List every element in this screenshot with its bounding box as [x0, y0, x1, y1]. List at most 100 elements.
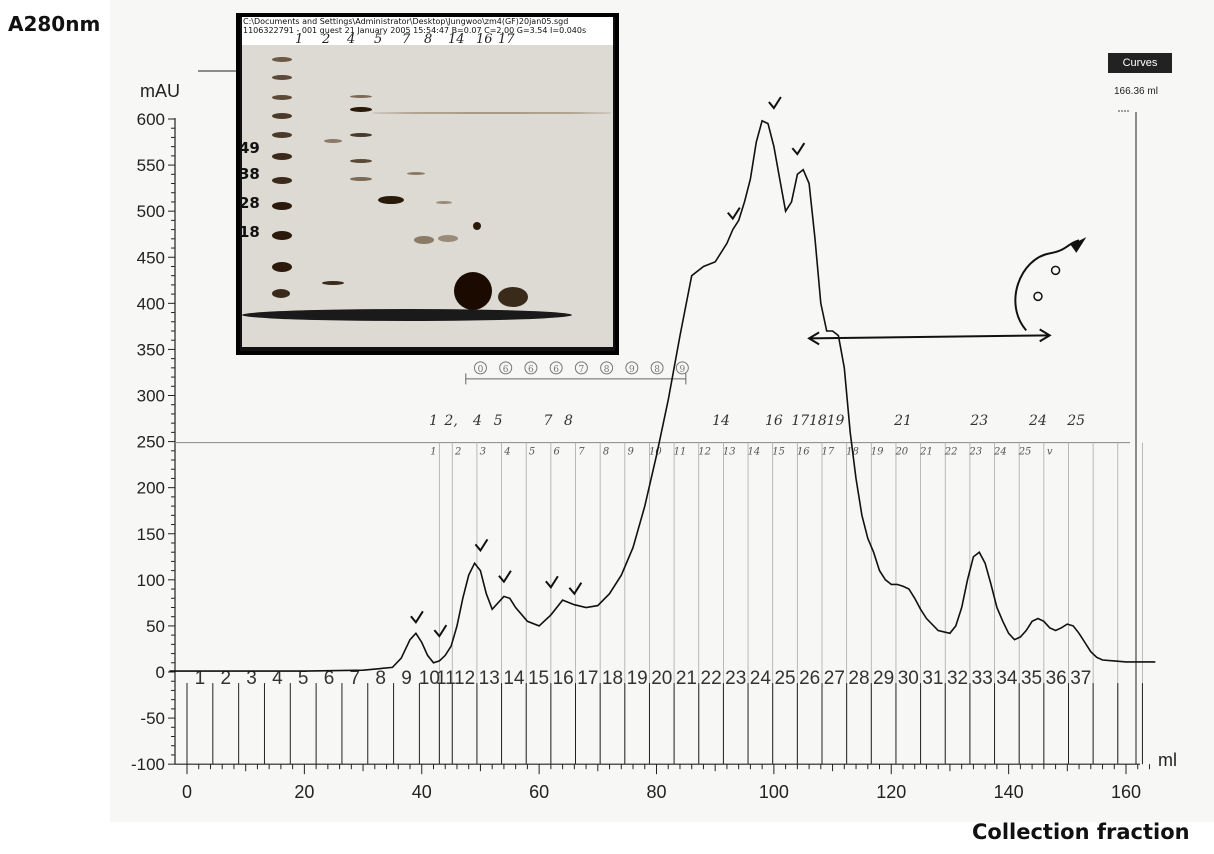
fraction-number: 23 — [725, 668, 746, 689]
checkmark — [498, 570, 512, 584]
fraction-number: 4 — [272, 668, 283, 689]
sub-fraction-label: 17 — [822, 446, 835, 457]
mw-marker-label: 49 — [242, 139, 260, 157]
gel-lane-label: 7 — [402, 32, 411, 47]
fraction-number: 27 — [824, 668, 845, 689]
circled-label: 9 — [679, 365, 685, 375]
sub-fraction-label: 9 — [627, 446, 634, 457]
circled-label: 9 — [629, 365, 635, 375]
gel-band — [322, 281, 344, 285]
curves-button[interactable]: Curves — [1108, 53, 1172, 73]
sub-fraction-label: 20 — [894, 446, 908, 457]
gel-band — [350, 133, 372, 137]
fraction-number: 35 — [1021, 668, 1042, 689]
handwritten-lane-label: 7 — [543, 413, 552, 429]
checkmark — [545, 575, 559, 589]
checkmark — [410, 610, 424, 624]
sub-fraction-label: 10 — [649, 446, 662, 457]
gel-band — [454, 272, 492, 310]
fraction-number: 13 — [479, 668, 500, 689]
gel-band — [272, 289, 290, 298]
gel-band — [272, 95, 292, 100]
fraction-number: 16 — [553, 668, 574, 689]
y-tick-label: 450 — [137, 248, 165, 267]
fraction-number: 26 — [799, 668, 820, 689]
sub-fraction-label: 13 — [723, 446, 736, 457]
outer-y-label: A280nm — [8, 12, 101, 36]
handwritten-lane-label: 5 — [494, 413, 503, 429]
y-tick-label: 0 — [156, 663, 165, 682]
checkmark — [474, 538, 489, 553]
circled-mark — [650, 361, 664, 375]
gel-band — [272, 153, 292, 160]
curves-value: 166.36 ml — [1114, 86, 1158, 97]
fraction-number: 32 — [947, 668, 968, 689]
handwritten-lane-label: 8 — [564, 413, 573, 429]
sub-fraction-label: 11 — [674, 446, 687, 457]
handwritten-lane-label: 16 — [765, 413, 783, 429]
y-tick-label: 350 — [137, 340, 165, 359]
circled-label: 0 — [478, 365, 484, 375]
double-arrow-line — [809, 334, 1050, 340]
gel-band — [372, 112, 612, 114]
circled-mark — [625, 361, 639, 375]
circled-label: 8 — [654, 365, 660, 375]
fraction-number: 1 — [195, 668, 206, 689]
gel-lane-label: 5 — [374, 32, 383, 47]
handwritten-lane-label: 17 — [791, 413, 809, 429]
gel-band — [350, 177, 372, 181]
sub-fraction-label: 19 — [871, 446, 884, 457]
gel-band — [272, 132, 292, 138]
fraction-number: 29 — [873, 668, 894, 689]
fraction-number: 25 — [774, 668, 795, 689]
gel-band — [272, 57, 292, 62]
handwritten-lane-label: 19 — [827, 413, 845, 429]
handwritten-lane-label: 23 — [969, 413, 988, 429]
fraction-number: 5 — [298, 668, 309, 689]
handwritten-lane-label: 1 — [429, 413, 438, 429]
y-tick-label: 500 — [137, 202, 165, 221]
fraction-number: 9 — [401, 668, 412, 689]
gel-lane-label: 8 — [424, 32, 433, 47]
fraction-number: 2 — [220, 668, 231, 689]
circled-mark — [549, 361, 563, 375]
fraction-number: 20 — [651, 668, 672, 689]
x-tick-label: 100 — [759, 782, 789, 802]
gel-band — [436, 201, 452, 204]
checkmark — [433, 624, 448, 638]
gel-band — [272, 75, 292, 80]
handwritten-lane-label: 14 — [712, 413, 730, 429]
fraction-number: 15 — [528, 668, 549, 689]
fraction-number: 31 — [922, 668, 943, 689]
x-tick-label: 20 — [294, 782, 314, 802]
fraction-number: 37 — [1070, 668, 1091, 689]
fraction-number: 12 — [454, 668, 475, 689]
gel-band — [272, 262, 292, 272]
y-tick-label: -100 — [131, 755, 165, 774]
gel-band — [272, 202, 292, 210]
gel-header-path: C:\Documents and Settings\Administrator\… — [243, 17, 569, 26]
sub-fraction-label: 1 — [430, 446, 436, 457]
gel-lane-label: 2 — [322, 32, 331, 47]
gel-band — [350, 95, 372, 98]
gel-lane-label: 16 — [476, 32, 493, 47]
checkmark — [791, 142, 806, 156]
sub-fraction-label: 16 — [797, 446, 810, 457]
gel-band — [438, 235, 458, 242]
y-tick-label: 50 — [146, 617, 165, 636]
gel-band — [414, 236, 434, 244]
y-tick-label: 300 — [137, 387, 165, 406]
x-tick-label: 60 — [529, 782, 549, 802]
circled-mark — [499, 361, 513, 375]
x-unit-label: ml — [1158, 750, 1177, 770]
gel-band — [272, 231, 292, 240]
mw-marker-label: 28 — [242, 194, 260, 212]
curly-arrow-head — [1070, 237, 1087, 253]
arrow-head-left — [807, 331, 820, 346]
x-tick-label: 140 — [994, 782, 1024, 802]
circled-mark — [524, 361, 538, 375]
curly-arrow-loop — [1033, 291, 1043, 302]
fraction-number: 34 — [996, 668, 1018, 689]
gel-header-info: 1106322791 - 001 guest 21 January 2005 1… — [243, 26, 587, 35]
gel-band — [272, 177, 292, 184]
